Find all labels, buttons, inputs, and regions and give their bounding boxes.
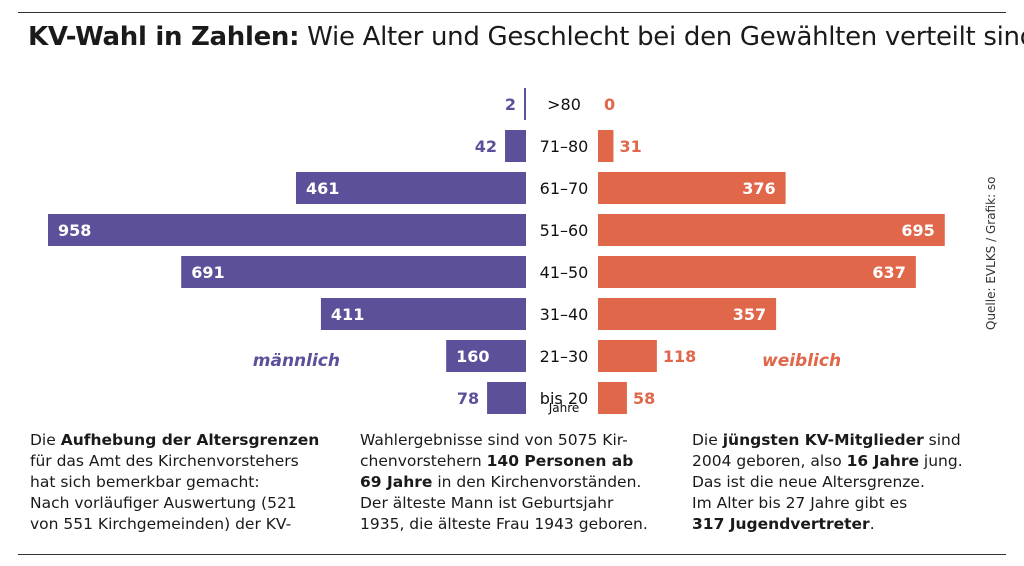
bar-label-female: 357	[733, 305, 766, 324]
text-emphasis: 140 Personen ab	[486, 452, 634, 470]
text-emphasis: 317 Jugendvertreter	[692, 515, 870, 533]
text-line: 69 Jahre in den Kirchenvorständen.	[360, 472, 670, 493]
bar-male	[320, 298, 526, 330]
text-segment: 1935, die älteste Frau 1943 geboren.	[360, 515, 648, 533]
bar-label-female: 118	[663, 347, 696, 366]
bar-label-male: 2	[505, 95, 516, 114]
bar-label-male: 42	[475, 137, 497, 156]
title-rest: Wie Alter und Geschlecht bei den Gewählt…	[299, 22, 1024, 52]
text-segment: Im Alter bis 27 Jahre gibt es	[692, 494, 908, 512]
bar-female	[598, 340, 657, 372]
source-credit: Quelle: EVLKS / Grafik: so	[984, 176, 998, 330]
bar-male	[505, 130, 526, 162]
title-bold: KV-Wahl in Zahlen:	[28, 22, 300, 52]
text-line: Nach vorläufiger Auswertung (521	[30, 493, 340, 514]
bar-male	[181, 256, 526, 288]
text-line: für das Amt des Kirchenvorstehers	[30, 451, 340, 472]
text-segment: in den Kirchenvorständen.	[432, 473, 642, 491]
text-line: 2004 geboren, also 16 Jahre jung.	[692, 451, 992, 472]
text-segment: Das ist die neue Altersgrenze.	[692, 473, 925, 491]
text-line: 317 Jugendvertreter.	[692, 514, 992, 535]
text-emphasis: Aufhebung der Altersgrenzen	[60, 431, 320, 449]
bar-male	[524, 88, 526, 120]
page-title: KV-Wahl in Zahlen: Wie Alter und Geschle…	[28, 22, 1024, 52]
text-line: Der älteste Mann ist Geburtsjahr	[360, 493, 670, 514]
text-segment: Die	[692, 431, 723, 449]
age-category-label: 71–80	[540, 137, 589, 156]
bar-label-male: 958	[58, 221, 91, 240]
text-segment: hat sich bemerkbar gemacht:	[30, 473, 260, 491]
text-line: Die Aufhebung der Altersgrenzen	[30, 430, 340, 451]
bar-label-female: 58	[633, 389, 655, 408]
population-pyramid-chart: 2 0 >80 42 31 71–80 461 376 61–70 958 695 51–60 691 6…	[48, 88, 945, 415]
text-line: Wahlergebnisse sind von 5075 Kir-	[360, 430, 670, 451]
text-line: von 551 Kirchgemeinden) der KV-	[30, 514, 340, 535]
text-segment: Wahlergebnisse sind von 5075 Kir-	[360, 431, 628, 449]
bar-label-male: 160	[456, 347, 489, 366]
bar-label-female: 376	[742, 179, 775, 198]
legend-female: weiblich	[762, 351, 841, 371]
text-line: hat sich bemerkbar gemacht:	[30, 472, 340, 493]
age-category-label: bis 20	[540, 389, 588, 408]
text-emphasis: 16 Jahre	[846, 452, 919, 470]
bar-label-male: 691	[191, 263, 224, 282]
age-category-label: 21–30	[540, 347, 589, 366]
bar-label-male: 461	[306, 179, 339, 198]
text-line: Das ist die neue Altersgrenze.	[692, 472, 992, 493]
age-category-label: 31–40	[540, 305, 589, 324]
text-segment: Der älteste Mann ist Geburtsjahr	[360, 494, 614, 512]
text-line: Im Alter bis 27 Jahre gibt es	[692, 493, 992, 514]
bar-male	[48, 214, 526, 246]
bar-male	[487, 382, 526, 414]
text-column-2: Wahlergebnisse sind von 5075 Kir-chenvor…	[360, 430, 670, 535]
text-segment: Nach vorläufiger Auswertung (521	[30, 494, 297, 512]
bar-female	[598, 172, 786, 204]
bar-label-female: 637	[872, 263, 905, 282]
text-segment: 2004 geboren, also	[692, 452, 847, 470]
bar-label-female: 0	[604, 95, 615, 114]
text-segment: .	[869, 515, 875, 533]
text-line: chenvorstehern 140 Personen ab	[360, 451, 670, 472]
top-rule	[18, 12, 1006, 13]
age-category-label: 51–60	[540, 221, 589, 240]
text-segment: chenvorstehern	[360, 452, 487, 470]
age-category-label: 41–50	[540, 263, 589, 282]
age-category-label: 61–70	[540, 179, 589, 198]
bar-label-male: 78	[457, 389, 479, 408]
bar-female	[598, 214, 945, 246]
text-column-3: Die jüngsten KV-Mitglieder sind 2004 gebo…	[692, 430, 992, 535]
text-emphasis: 69 Jahre	[360, 473, 433, 491]
bottom-rule	[18, 554, 1006, 555]
text-line: Die jüngsten KV-Mitglieder sind	[692, 430, 992, 451]
text-column-1: Die Aufhebung der Altersgrenzen für das A…	[30, 430, 340, 535]
text-emphasis: jüngsten KV-Mitglieder	[722, 431, 924, 449]
bar-label-male: 411	[331, 305, 364, 324]
bar-female	[598, 298, 777, 330]
text-segment: jung.	[919, 452, 963, 470]
text-segment: für das Amt des Kirchenvorstehers	[30, 452, 299, 470]
legend-male: männlich	[253, 351, 340, 371]
bar-male	[295, 172, 526, 204]
bar-male	[446, 340, 526, 372]
bar-female	[598, 382, 627, 414]
age-category-label: >80	[547, 95, 581, 114]
bar-female	[598, 256, 916, 288]
bar-female	[598, 130, 614, 162]
text-line: 1935, die älteste Frau 1943 geboren.	[360, 514, 670, 535]
bar-label-female: 695	[901, 221, 934, 240]
text-segment: Die	[30, 431, 61, 449]
text-segment: von 551 Kirchgemeinden) der KV-	[30, 515, 292, 533]
text-segment: sind	[923, 431, 961, 449]
axis-unit-label: Jahre	[548, 401, 580, 415]
bar-label-female: 31	[619, 137, 641, 156]
